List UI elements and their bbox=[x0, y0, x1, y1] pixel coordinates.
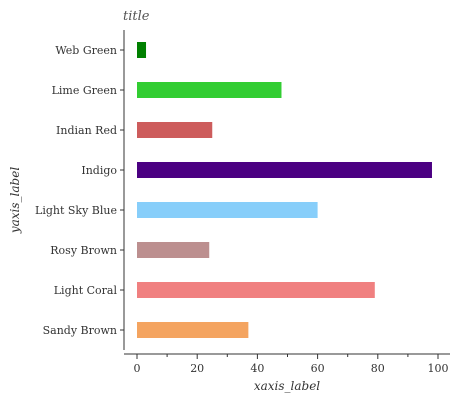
x-tick-label: 40 bbox=[250, 362, 264, 375]
y-tick-label: Sandy Brown bbox=[43, 324, 117, 337]
bar-indigo bbox=[137, 162, 432, 178]
y-axis-label: yaxis_label bbox=[8, 167, 22, 234]
y-tick-label: Light Sky Blue bbox=[35, 204, 117, 217]
bar-light-sky-blue bbox=[137, 202, 318, 218]
x-axis-ticks: 0 20 40 60 80 100 bbox=[134, 354, 449, 375]
x-tick-label: 100 bbox=[428, 362, 449, 375]
x-tick-label: 80 bbox=[371, 362, 385, 375]
x-tick-label: 60 bbox=[311, 362, 325, 375]
x-tick-label: 20 bbox=[190, 362, 204, 375]
y-tick-label: Indian Red bbox=[56, 124, 117, 137]
y-tick-label: Web Green bbox=[55, 44, 117, 57]
y-tick-label: Indigo bbox=[81, 164, 117, 177]
chart-title: title bbox=[123, 9, 150, 24]
x-axis-label: xaxis_label bbox=[254, 379, 320, 393]
bar-indian-red bbox=[137, 122, 213, 138]
y-tick-label: Light Coral bbox=[54, 284, 118, 297]
bar-lime-green bbox=[137, 82, 282, 98]
y-tick-label: Lime Green bbox=[52, 84, 117, 97]
x-tick-label: 0 bbox=[134, 362, 141, 375]
bar-web-green bbox=[137, 42, 147, 58]
bar-rosy-brown bbox=[137, 242, 210, 258]
y-axis-ticks: Sandy Brown Light Coral Rosy Brown Light Sk… bbox=[35, 44, 124, 337]
y-tick-label: Rosy Brown bbox=[50, 244, 117, 257]
bars-group bbox=[137, 42, 432, 338]
bar-light-coral bbox=[137, 282, 375, 298]
bar-sandy-brown bbox=[137, 322, 249, 338]
